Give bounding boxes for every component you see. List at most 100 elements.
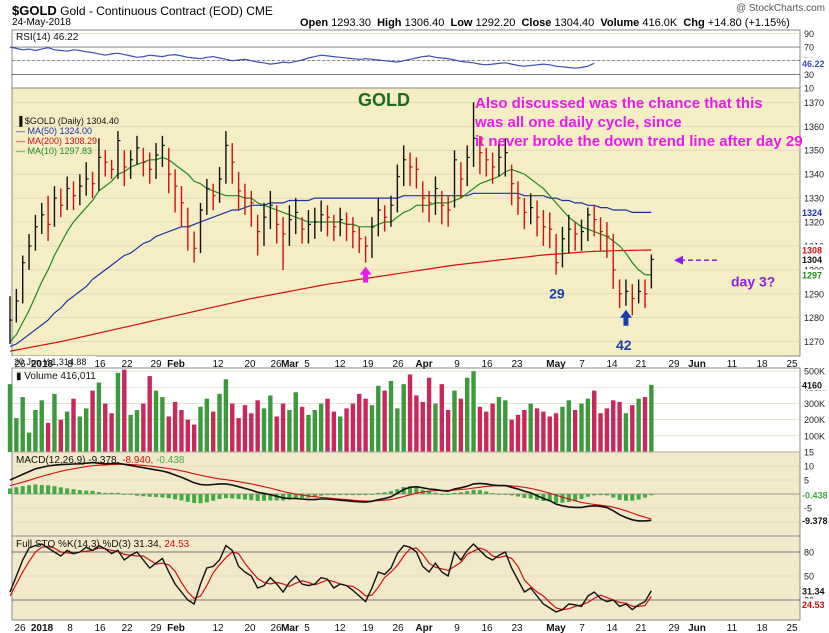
- ohlc-bar: [625, 279, 629, 306]
- x-tick-label-price: 26: [14, 359, 26, 370]
- ohlc-bar: [53, 186, 57, 227]
- volume-bar: [122, 369, 127, 452]
- ohlc-summary: Open 1293.30 High 1306.40 Low 1292.20 Cl…: [300, 17, 790, 29]
- volume-bar: [306, 414, 311, 452]
- y-tick-label: 1290: [804, 289, 824, 299]
- macd-histogram-bar: [585, 494, 590, 497]
- ohlc-bar: [396, 164, 400, 213]
- last-value-tag-text: -0.438: [802, 491, 828, 501]
- volume-bar: [465, 377, 470, 452]
- volume-bar: [496, 397, 502, 452]
- macd-histogram-bar: [395, 489, 400, 494]
- volume-bar: [293, 392, 298, 452]
- last-value-tag: [801, 379, 829, 391]
- y-tick-label: 5: [804, 476, 809, 486]
- volume-bar: [115, 372, 121, 452]
- ohlc-bar: [441, 190, 445, 225]
- volume-bar: [255, 400, 260, 452]
- macd-histogram-bar: [408, 486, 413, 494]
- x-tick-label-price: 19: [362, 359, 374, 370]
- macd-panel: 151050-5-10MACD(12,26,9) -9.378, -8.940,…: [8, 448, 829, 537]
- ohlc-bar: [320, 200, 324, 232]
- volume-bar: [617, 401, 622, 452]
- ohlc-bar: [47, 195, 51, 242]
- macd-histogram-bar: [268, 494, 273, 501]
- annotation-text-line: Also discussed was the chance that this: [475, 95, 763, 112]
- macd-histogram-bar: [331, 494, 336, 496]
- volume-bar: [185, 419, 190, 452]
- volume-bar: [363, 398, 368, 452]
- x-tick-label-price: 14: [606, 359, 618, 370]
- y-tick-label: 15: [804, 448, 814, 458]
- y-tick-label: 50: [804, 572, 814, 582]
- volume-bar: [509, 419, 514, 452]
- ohlc-bar: [390, 195, 394, 227]
- y-tick-label: 1350: [804, 146, 824, 156]
- volume-bar: [26, 432, 32, 452]
- volume-bar: [280, 403, 286, 452]
- volume-bar: [376, 385, 381, 452]
- macd-histogram-bar: [636, 494, 641, 500]
- x-tick-label-bottom: 23: [511, 623, 523, 633]
- exchange-label: CME: [246, 4, 273, 18]
- macd-histogram-bar: [135, 494, 139, 496]
- ohlc-bar: [288, 205, 292, 246]
- volume-bar: [344, 408, 349, 452]
- x-tick-label-price: 12: [212, 359, 224, 370]
- y-tick-label: 70: [804, 43, 814, 53]
- macd-histogram-bar: [27, 485, 32, 494]
- macd-histogram-bar: [77, 490, 82, 494]
- macd-histogram-bar: [96, 492, 101, 494]
- chart-title-line: $GOLD Gold - Continuous Contract (EOD) C…: [12, 3, 273, 18]
- chart-header: $GOLD Gold - Continuous Contract (EOD) C…: [0, 0, 829, 30]
- volume-bar: [458, 398, 464, 452]
- x-tick-label-bottom: 16: [481, 623, 493, 633]
- annotation-text-line: was all one daily cycle, since: [474, 114, 682, 131]
- chart-title-gold: GOLD: [358, 90, 410, 110]
- macd-histogram-bar: [541, 494, 546, 501]
- x-tick-label-bottom: 22: [121, 623, 133, 633]
- ohlc-bar: [148, 152, 153, 184]
- macd-histogram-bar: [319, 494, 324, 496]
- volume-bar: [522, 410, 527, 452]
- ohlc-bar: [34, 214, 38, 251]
- y-tick-label: -5: [804, 504, 812, 514]
- macd-histogram-bar: [325, 494, 330, 496]
- volume-bar: [338, 416, 343, 452]
- x-tick-label-bottom: 20: [244, 623, 256, 633]
- y-tick-label: 1280: [804, 313, 824, 323]
- x-tick-label-bottom: 25: [786, 623, 798, 633]
- volume-bar: [274, 416, 279, 452]
- ohlc-bar: [136, 135, 140, 165]
- ohlc-bar: [155, 143, 159, 179]
- volume-bar: [33, 410, 38, 452]
- annotation-arrow-up-magenta: [359, 266, 372, 283]
- last-value-tag: [801, 269, 829, 281]
- volume-bar: [503, 400, 508, 452]
- ohlc-bar: [91, 171, 96, 199]
- ohlc-bar: [212, 183, 216, 211]
- y-tick-label: 1370: [804, 98, 824, 108]
- ma200-line: [9, 249, 652, 352]
- volume-bar: [471, 371, 476, 452]
- macd-histogram-bar: [446, 494, 451, 495]
- ohlc-bar: [644, 279, 648, 309]
- ohlc-bar: [453, 150, 457, 208]
- y-tick-label: 1320: [804, 218, 824, 228]
- volume-bar: [541, 411, 546, 452]
- close-label: Close: [521, 17, 552, 29]
- volume-bar: [566, 400, 571, 452]
- ohlc-bar: [561, 226, 565, 268]
- volume-bar: [211, 411, 216, 452]
- ohlc-bar: [358, 226, 362, 254]
- ohlc-bar: [447, 195, 451, 227]
- macd-histogram-bar: [592, 494, 597, 496]
- last-value-tag-text: -9.378: [802, 516, 828, 526]
- x-tick-label-bottom: May: [546, 623, 566, 633]
- macd-histogram-bar: [147, 494, 152, 497]
- last-value-tag-text: 31.34: [802, 586, 825, 596]
- ohlc-bar: [250, 190, 254, 227]
- x-tick-label-price: 26: [392, 359, 404, 370]
- last-value-tag-text: 24.53: [802, 600, 825, 610]
- volume-label: ▮ Volume 416,011: [16, 371, 96, 382]
